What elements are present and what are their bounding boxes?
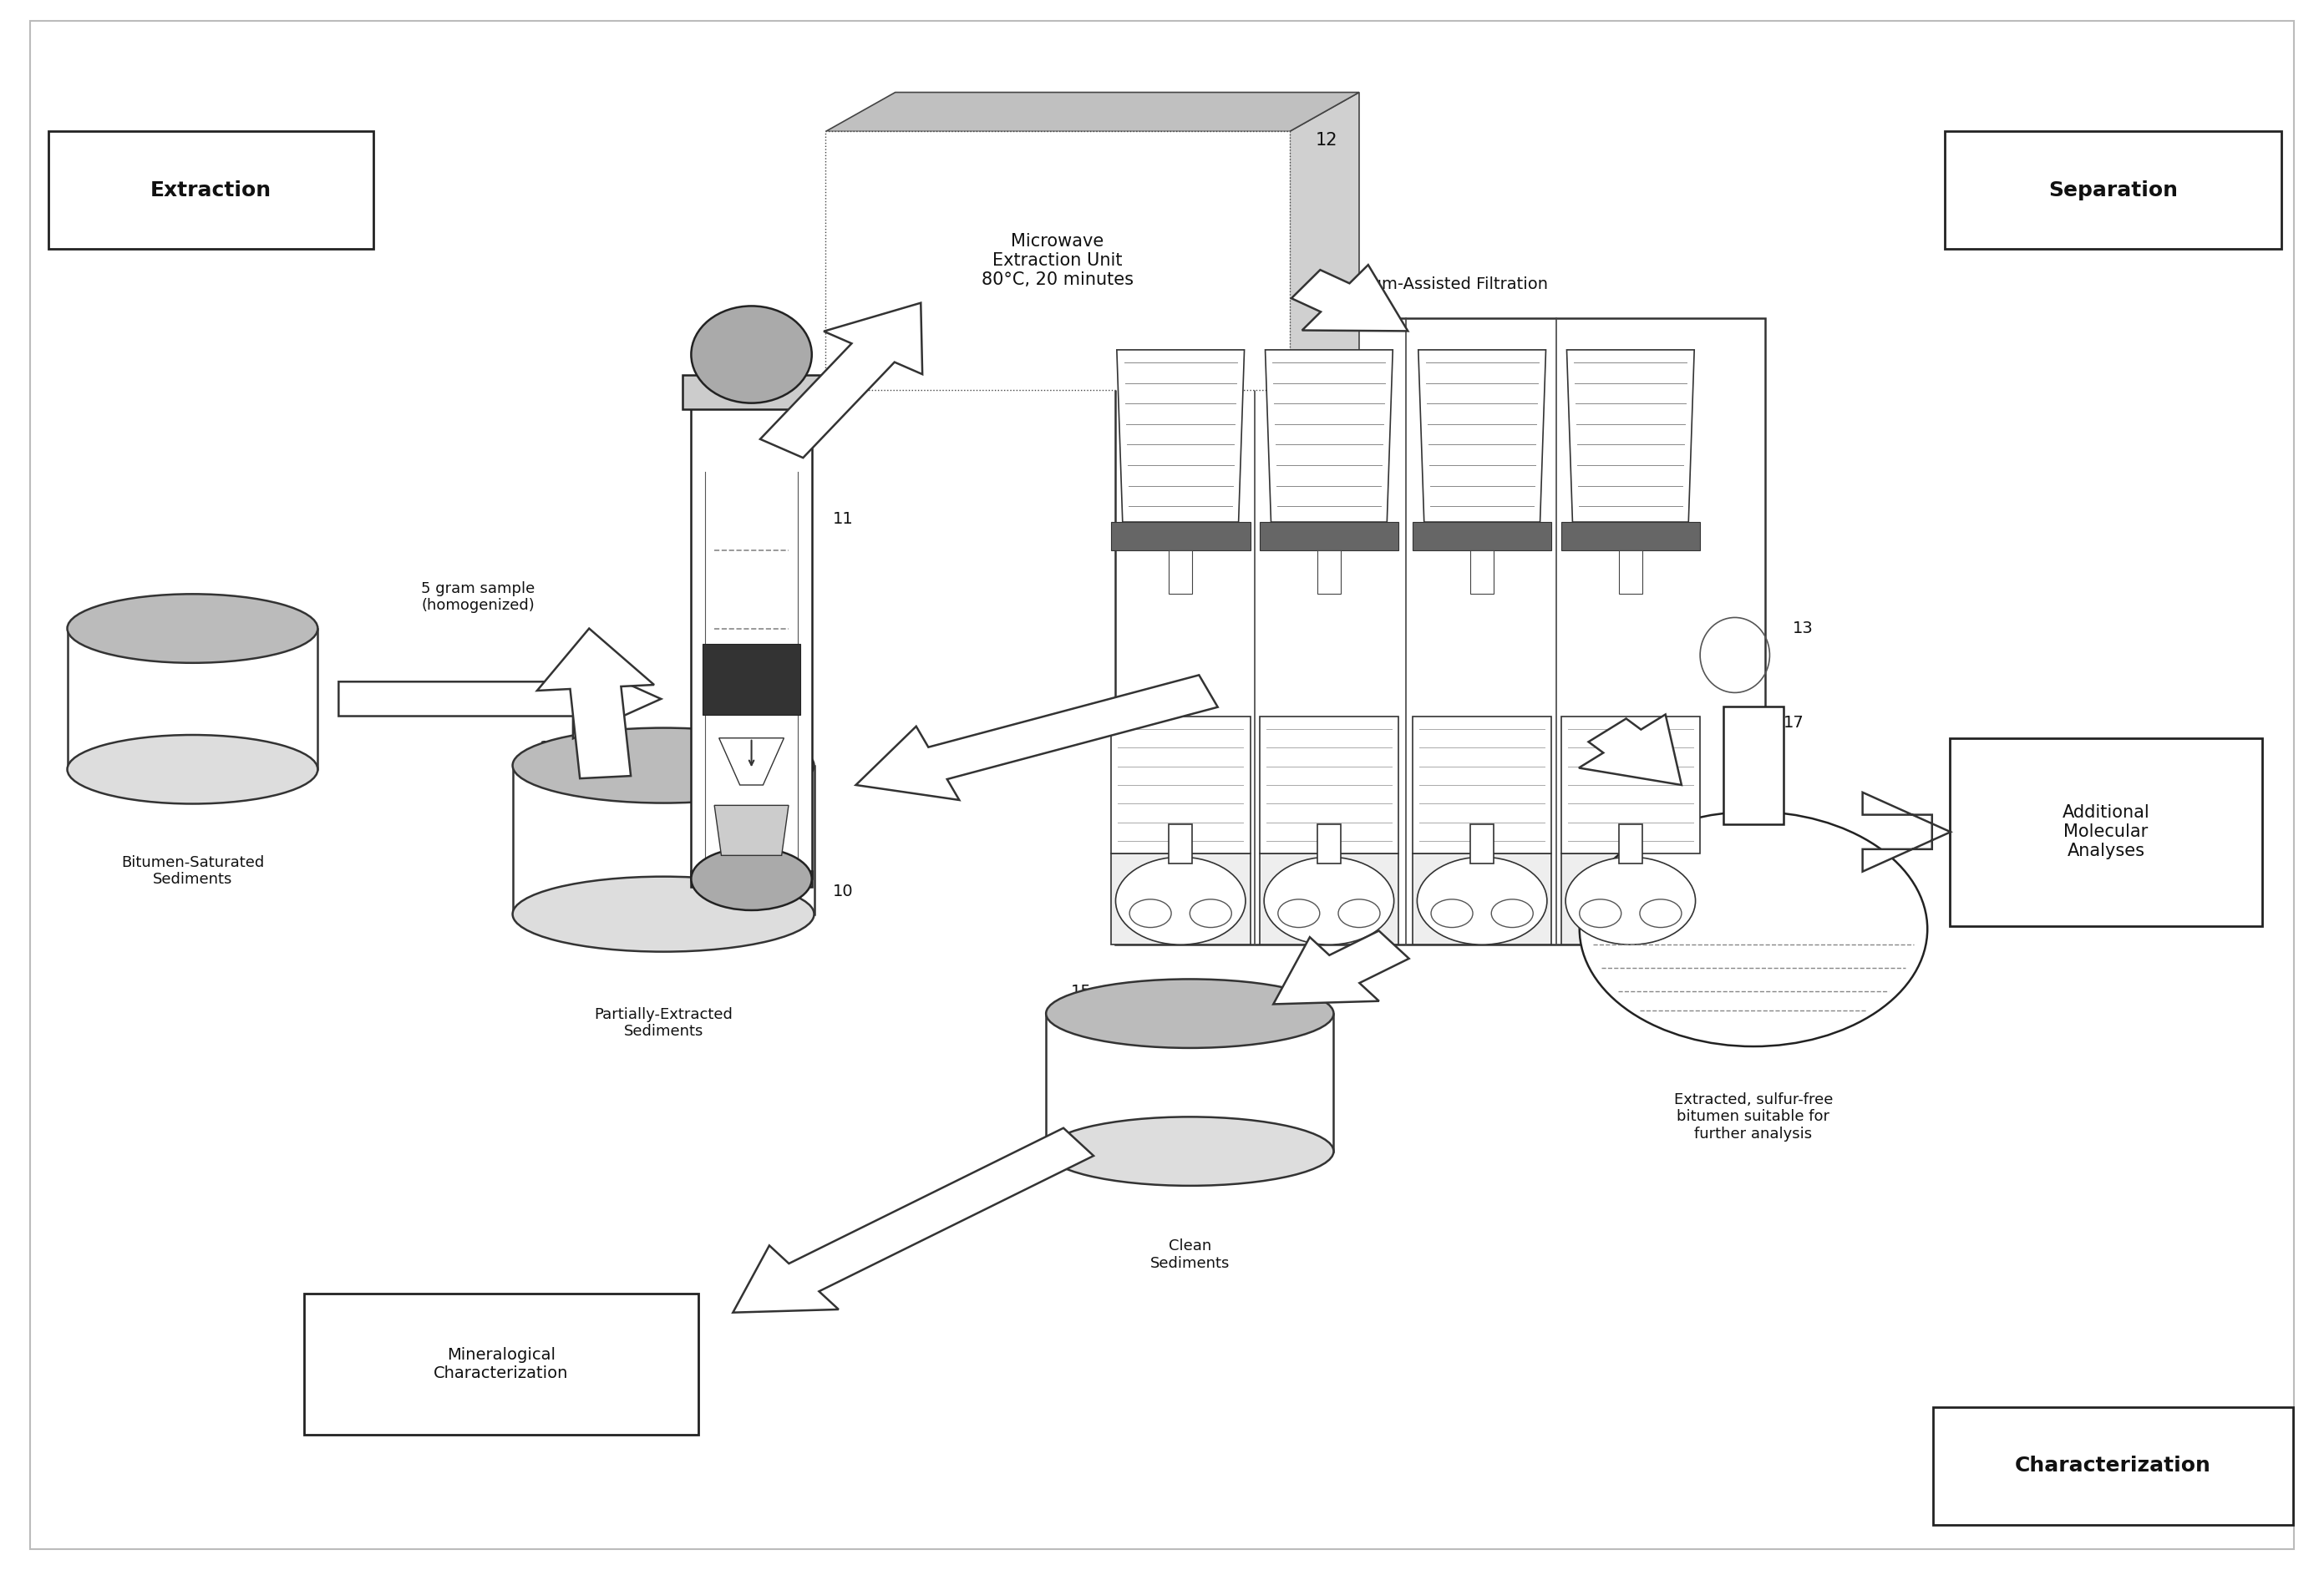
Text: 16: 16 [323, 1306, 344, 1322]
Ellipse shape [514, 876, 813, 951]
Bar [1562, 521, 1701, 550]
Polygon shape [1292, 265, 1408, 331]
Text: 14: 14 [539, 739, 560, 755]
Bar [1562, 854, 1701, 945]
Text: Microwave
Extraction Unit
80°C, 20 minutes: Microwave Extraction Unit 80°C, 20 minut… [981, 232, 1134, 289]
Bar [1169, 824, 1192, 864]
Text: Bitumen-Saturated
Sediments: Bitumen-Saturated Sediments [121, 856, 265, 887]
Bar [304, 1294, 697, 1435]
Text: Characterization: Characterization [2015, 1455, 2210, 1476]
Polygon shape [1578, 714, 1683, 785]
Polygon shape [825, 93, 1360, 132]
Bar [49, 132, 374, 250]
Bar [690, 871, 811, 887]
Text: Extraction: Extraction [151, 181, 272, 201]
Bar [1111, 854, 1250, 945]
Text: Additional
Molecular
Analyses: Additional Molecular Analyses [2061, 804, 2150, 860]
Bar [514, 766, 813, 914]
Text: Vacuum-Assisted Filtration: Vacuum-Assisted Filtration [1332, 276, 1548, 292]
Circle shape [1116, 857, 1246, 945]
Polygon shape [1264, 350, 1392, 521]
Ellipse shape [690, 306, 811, 403]
Bar [1169, 550, 1192, 593]
Bar [1620, 550, 1643, 593]
Bar [1724, 706, 1783, 824]
Ellipse shape [1046, 1116, 1334, 1185]
Bar [1318, 550, 1341, 593]
Text: Mineralogical
Characterization: Mineralogical Characterization [435, 1347, 569, 1382]
Polygon shape [1290, 93, 1360, 389]
Bar [1950, 738, 2264, 926]
Bar [683, 375, 820, 410]
Polygon shape [855, 675, 1218, 801]
Bar [1116, 319, 1764, 945]
Polygon shape [537, 628, 653, 779]
Bar [1471, 550, 1494, 593]
Bar [1260, 716, 1399, 854]
Bar [825, 132, 1290, 389]
Polygon shape [1566, 350, 1694, 521]
Circle shape [1580, 812, 1927, 1047]
Bar [1934, 1407, 2294, 1524]
Polygon shape [1118, 350, 1243, 521]
Circle shape [1418, 857, 1548, 945]
Text: 12: 12 [1315, 132, 1336, 149]
Bar [702, 644, 799, 714]
Bar [1046, 1014, 1334, 1151]
Bar [1413, 521, 1552, 550]
Ellipse shape [67, 735, 318, 804]
Bar [1562, 716, 1701, 854]
Bar [1471, 824, 1494, 864]
Text: 11: 11 [832, 510, 853, 528]
Circle shape [1566, 857, 1697, 945]
Text: 15: 15 [1071, 984, 1092, 1000]
Bar [1620, 824, 1643, 864]
Bar [1413, 716, 1552, 854]
Ellipse shape [690, 848, 811, 911]
Text: Separation: Separation [2047, 181, 2178, 201]
Text: 17: 17 [1783, 714, 1803, 730]
Text: 13: 13 [1792, 620, 1813, 636]
Bar [690, 394, 811, 879]
Polygon shape [732, 1127, 1095, 1313]
Polygon shape [713, 805, 788, 856]
Polygon shape [1862, 793, 1950, 871]
Bar [67, 628, 318, 769]
Polygon shape [1274, 931, 1408, 1005]
Polygon shape [339, 659, 660, 738]
Text: Clean
Sediments: Clean Sediments [1150, 1239, 1229, 1270]
Bar [1260, 854, 1399, 945]
Text: 5 gram sample
(homogenized): 5 gram sample (homogenized) [421, 581, 535, 614]
Bar [1413, 854, 1552, 945]
Ellipse shape [514, 728, 813, 802]
Bar [1111, 521, 1250, 550]
Bar [1945, 132, 2282, 250]
Text: Extracted, sulfur-free
bitumen suitable for
further analysis: Extracted, sulfur-free bitumen suitable … [1673, 1093, 1834, 1141]
Bar [1260, 521, 1399, 550]
Polygon shape [760, 303, 923, 458]
Ellipse shape [67, 593, 318, 663]
Polygon shape [718, 738, 783, 785]
Polygon shape [1418, 350, 1545, 521]
Text: Partially-Extracted
Sediments: Partially-Extracted Sediments [595, 1006, 732, 1039]
Circle shape [1264, 857, 1394, 945]
Bar [1318, 824, 1341, 864]
Text: 10: 10 [832, 884, 853, 900]
Bar [1111, 716, 1250, 854]
Ellipse shape [1046, 980, 1334, 1049]
